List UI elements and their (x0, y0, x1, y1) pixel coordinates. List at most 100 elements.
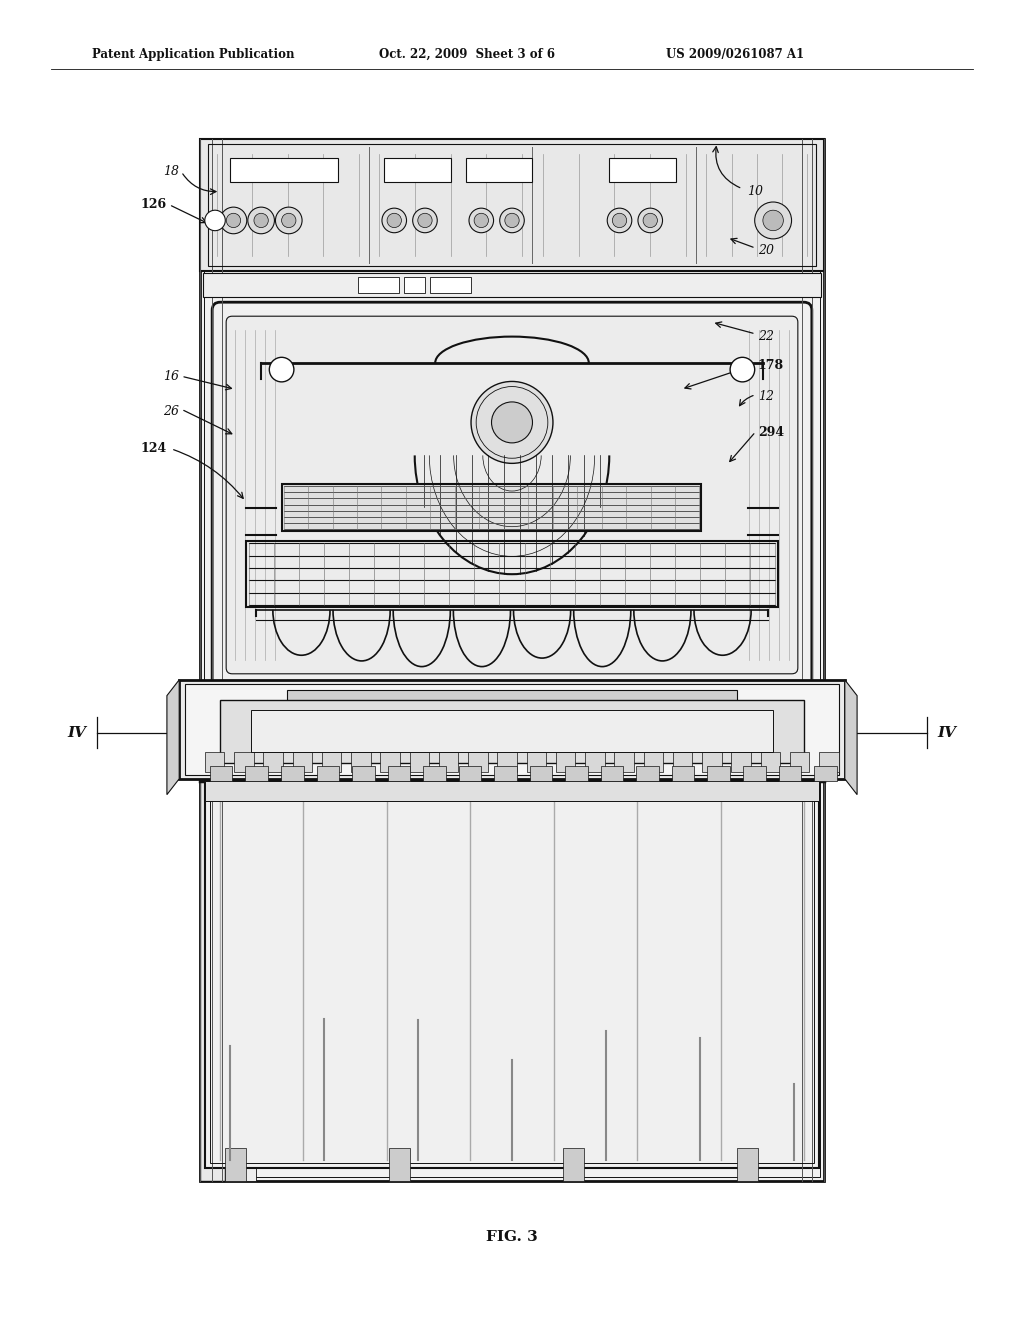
Circle shape (755, 202, 792, 239)
Bar (565, 766, 588, 781)
Circle shape (413, 209, 437, 232)
Bar (737, 1148, 758, 1181)
Circle shape (282, 214, 296, 227)
Text: US 2009/0261087 A1: US 2009/0261087 A1 (666, 48, 804, 61)
Bar (204, 143, 820, 1177)
Bar (352, 766, 375, 781)
Bar (389, 1148, 410, 1181)
Bar (351, 752, 371, 772)
Circle shape (763, 210, 783, 231)
Bar (743, 766, 766, 781)
Text: 178: 178 (758, 359, 784, 372)
Bar (205, 781, 819, 801)
Bar (404, 277, 425, 293)
Bar (225, 1148, 246, 1181)
Bar (614, 752, 634, 772)
Text: 294: 294 (758, 426, 784, 440)
Bar (702, 752, 722, 772)
Bar (384, 158, 451, 182)
Text: 16: 16 (163, 370, 179, 383)
Bar (388, 766, 411, 781)
Text: Patent Application Publication: Patent Application Publication (92, 48, 295, 61)
Bar (761, 752, 780, 772)
Bar (609, 158, 676, 182)
Circle shape (730, 358, 755, 381)
Polygon shape (167, 680, 179, 795)
Bar (814, 766, 837, 781)
Bar (210, 787, 814, 1163)
Bar (230, 779, 256, 1181)
Bar (234, 752, 254, 772)
Circle shape (612, 214, 627, 227)
Circle shape (471, 381, 553, 463)
Bar (263, 752, 283, 772)
Bar (459, 766, 481, 781)
Text: 12: 12 (758, 389, 774, 403)
Bar (778, 766, 801, 781)
Bar (251, 710, 773, 752)
Circle shape (638, 209, 663, 232)
Bar (281, 766, 303, 781)
Text: 10: 10 (748, 185, 764, 198)
Bar (731, 752, 751, 772)
Circle shape (474, 214, 488, 227)
Circle shape (492, 401, 532, 444)
Circle shape (607, 209, 632, 232)
Circle shape (254, 214, 268, 227)
Bar (410, 752, 429, 772)
FancyBboxPatch shape (226, 317, 798, 673)
Bar (819, 752, 839, 772)
Circle shape (469, 209, 494, 232)
Circle shape (220, 207, 247, 234)
Polygon shape (845, 680, 857, 795)
Bar (439, 752, 459, 772)
Bar (205, 781, 819, 1168)
Circle shape (505, 214, 519, 227)
Bar (203, 273, 821, 297)
Text: 18: 18 (163, 165, 179, 178)
Circle shape (382, 209, 407, 232)
Bar (230, 158, 338, 182)
Bar (200, 139, 824, 271)
Bar (466, 158, 532, 182)
Bar (563, 1148, 584, 1181)
Bar (526, 752, 546, 772)
Bar (200, 139, 824, 1181)
Text: IV: IV (938, 726, 956, 739)
Circle shape (226, 214, 241, 227)
Bar (246, 541, 778, 607)
Circle shape (418, 214, 432, 227)
Bar (322, 752, 341, 772)
Bar (556, 752, 575, 772)
Bar (423, 766, 445, 781)
Text: 20: 20 (758, 244, 774, 257)
Bar (287, 690, 737, 709)
Circle shape (500, 209, 524, 232)
Text: Oct. 22, 2009  Sheet 3 of 6: Oct. 22, 2009 Sheet 3 of 6 (379, 48, 555, 61)
Bar (468, 752, 487, 772)
Bar (246, 766, 268, 781)
Bar (380, 752, 399, 772)
Text: 26: 26 (163, 405, 179, 418)
Bar (601, 766, 624, 781)
Bar (220, 700, 804, 763)
Bar (293, 752, 312, 772)
Text: 126: 126 (140, 198, 167, 211)
Bar (200, 779, 225, 1181)
Bar (672, 766, 694, 781)
Circle shape (248, 207, 274, 234)
Bar (179, 680, 845, 779)
Text: 22: 22 (758, 330, 774, 343)
FancyBboxPatch shape (212, 302, 812, 688)
Bar (708, 766, 730, 781)
Bar (208, 144, 816, 265)
Bar (644, 752, 664, 772)
Circle shape (269, 358, 294, 381)
Bar (316, 766, 339, 781)
Bar (210, 766, 232, 781)
Bar (673, 752, 692, 772)
Text: FIG. 3: FIG. 3 (486, 1230, 538, 1243)
Bar (358, 277, 399, 293)
Bar (282, 484, 701, 531)
Bar (498, 752, 517, 772)
